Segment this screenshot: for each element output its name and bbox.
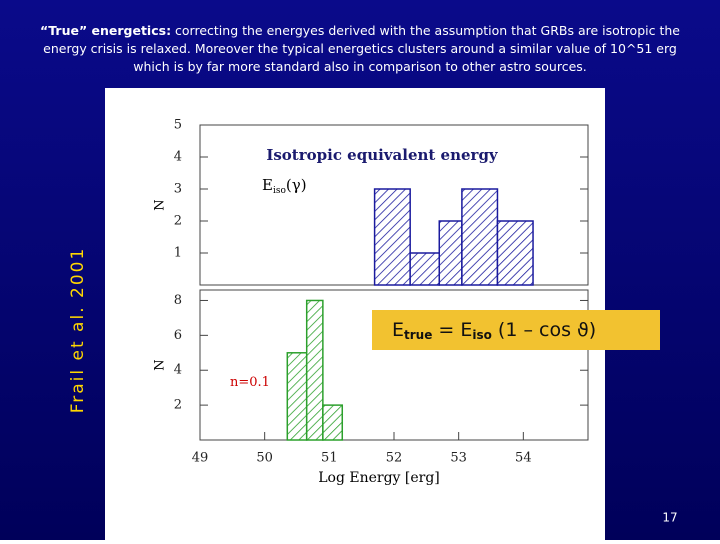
histogram-bar: [461, 188, 499, 286]
title: “True” energetics: correcting the energy…: [40, 22, 680, 76]
x-tick-label: 53: [450, 451, 467, 466]
y-tick-label: 4: [174, 150, 182, 165]
x-tick-label: 54: [515, 451, 532, 466]
y-tick-label: 6: [174, 328, 182, 343]
formula-part: E: [392, 319, 404, 341]
histogram-bar: [286, 352, 308, 441]
panel-title: Isotropic equivalent energy: [266, 146, 499, 164]
y-tick-label: 2: [174, 214, 182, 229]
x-axis-label: Log Energy [erg]: [318, 470, 440, 486]
y-axis-label: N: [153, 199, 168, 210]
y-tick-label: 4: [174, 363, 182, 378]
histogram-bar: [373, 188, 411, 286]
y-axis-label: N: [153, 359, 168, 370]
annotation-part: iso: [273, 186, 286, 196]
title-bold: “True” energetics:: [40, 23, 172, 38]
histogram-bar: [496, 220, 534, 286]
x-tick-label: 49: [192, 451, 209, 466]
annotation-part: (γ): [286, 176, 307, 194]
annotation-part: n=0.1: [230, 375, 270, 390]
x-tick-label: 52: [386, 451, 403, 466]
side-label: Frail et al. 2001: [68, 247, 88, 414]
histogram-bar: [322, 404, 344, 441]
title-box: “True” energetics: correcting the energy…: [40, 22, 680, 76]
y-tick-label: 2: [174, 398, 182, 413]
histogram-bar: [409, 252, 441, 286]
title-text: correcting the energyes derived with the…: [43, 23, 680, 74]
formula-part: (1 – cos ϑ): [492, 319, 596, 341]
y-tick-label: 8: [174, 293, 182, 308]
formula-part: true: [404, 328, 432, 342]
formula: Etrue = Eiso (1 – cos ϑ): [392, 319, 596, 342]
x-tick-label: 51: [321, 451, 338, 466]
y-tick-label: 1: [174, 246, 182, 261]
annotation: Eiso(γ): [262, 176, 307, 196]
y-tick-label: 5: [174, 118, 182, 133]
formula-part: = E: [432, 319, 472, 341]
histogram-bar: [438, 220, 463, 286]
page-number: 17: [662, 511, 677, 525]
y-tick-label: 3: [174, 182, 182, 197]
x-tick-label: 50: [256, 451, 273, 466]
annotation: n=0.1: [230, 375, 270, 390]
histogram-bar: [305, 299, 324, 441]
formula-box: [372, 310, 660, 350]
formula-part: iso: [472, 328, 492, 342]
annotation-part: E: [262, 176, 273, 194]
